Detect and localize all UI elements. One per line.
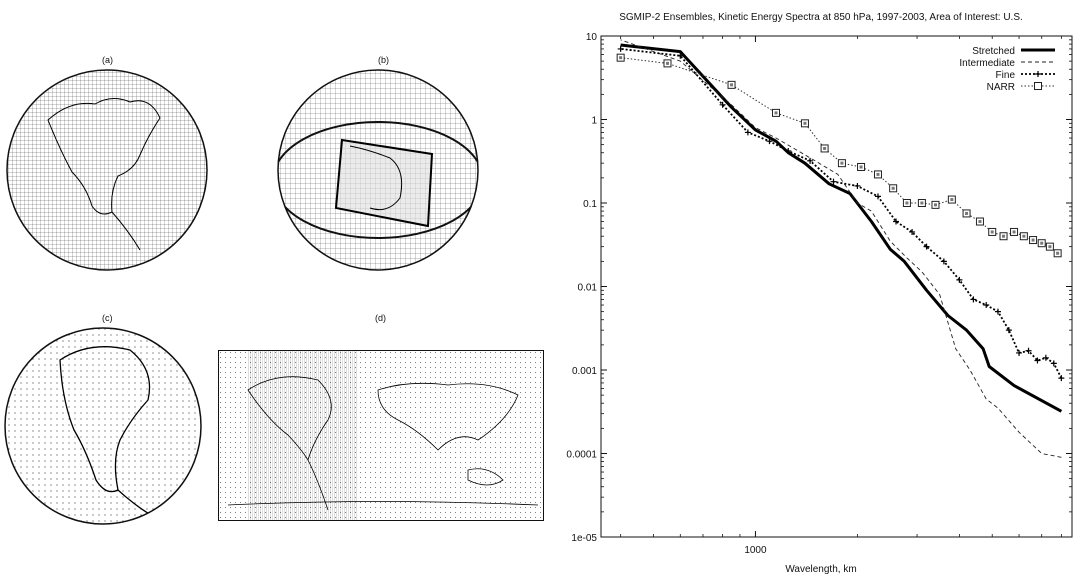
data-point-center: [891, 186, 895, 190]
legend-entry: NARR: [987, 82, 1055, 93]
data-point-center: [933, 203, 937, 207]
globe-map-a: [6, 69, 208, 271]
plot-frame: [600, 35, 1073, 538]
data-point-center: [1031, 238, 1035, 242]
data-point: [1050, 360, 1057, 367]
panel-b-label: (b): [378, 55, 389, 65]
y-tick-label: 0.0001: [566, 450, 597, 461]
data-point-center: [840, 161, 844, 165]
data-point: [1005, 327, 1012, 334]
data-point: [854, 182, 861, 189]
data-point-center: [1002, 234, 1006, 238]
data-point: [766, 138, 773, 145]
world-map-d: [218, 350, 544, 521]
data-point: [923, 243, 930, 250]
data-point-center: [990, 230, 994, 234]
series-intermediate: [620, 39, 1062, 458]
data-point: [893, 218, 900, 225]
series-line: [620, 43, 1063, 413]
y-axis: 10 1 0.1 0.01 0.001 0.0001 1e-05: [566, 32, 1072, 544]
y-tick-label: 1: [591, 116, 597, 127]
spectra-line-chart: SGMIP-2 Ensembles, Kinetic Energy Spectr…: [566, 12, 1073, 575]
series-narr: [616, 53, 1062, 258]
data-point-center: [920, 201, 924, 205]
legend-marker: [1035, 71, 1041, 77]
data-point: [983, 302, 990, 309]
data-point: [744, 129, 751, 136]
data-point-center: [823, 146, 827, 150]
data-point: [1034, 357, 1041, 364]
data-point: [1042, 354, 1049, 361]
data-point: [994, 308, 1001, 315]
data-point-center: [1022, 234, 1026, 238]
data-point-center: [1012, 230, 1016, 234]
data-point: [1025, 347, 1032, 354]
data-point: [909, 228, 916, 235]
data-point-center: [950, 198, 954, 202]
series-fine: [617, 45, 1065, 382]
legend-entry: Intermediate: [959, 58, 1055, 69]
legend-label: Intermediate: [959, 58, 1015, 69]
series-layer: [616, 39, 1065, 458]
data-point-center: [1040, 241, 1044, 245]
data-point-center: [730, 83, 734, 87]
data-point: [830, 178, 837, 185]
data-point-center: [859, 165, 863, 169]
data-point: [1016, 349, 1023, 356]
data-point-center: [876, 172, 880, 176]
y-tick-label: 1e-05: [571, 533, 597, 544]
legend-entry: Stretched: [972, 46, 1055, 57]
y-tick-label: 0.001: [572, 366, 597, 377]
data-point: [1058, 375, 1065, 382]
panel-a-label: (a): [102, 55, 113, 65]
legend-label: NARR: [987, 82, 1015, 93]
x-axis-title: Wavelength, km: [785, 564, 856, 575]
data-point-center: [774, 111, 778, 115]
panel-d-label: (d): [375, 313, 386, 323]
y-tick-label: 10: [586, 32, 598, 43]
data-point: [719, 101, 726, 108]
globe-map-c: [4, 327, 202, 525]
data-point: [970, 296, 977, 303]
data-point: [677, 52, 684, 59]
data-point-center: [905, 201, 909, 205]
data-point: [785, 147, 792, 154]
panel-c-label: (c): [102, 313, 113, 323]
legend-label: Fine: [996, 70, 1016, 81]
globe-map-b: [277, 69, 479, 271]
series-stretched: [620, 43, 1063, 413]
legend-label: Stretched: [972, 46, 1015, 57]
legend-entry: Fine: [996, 70, 1055, 81]
series-line: [620, 39, 1062, 458]
data-point: [940, 258, 947, 265]
data-point: [874, 193, 881, 200]
data-point: [617, 45, 624, 52]
chart-title: SGMIP-2 Ensembles, Kinetic Energy Spectr…: [619, 12, 1023, 23]
series-line: [620, 57, 1058, 254]
data-point-center: [803, 121, 807, 125]
data-point-center: [1056, 251, 1060, 255]
y-tick-label: 0.01: [578, 283, 598, 294]
data-point-center: [1048, 245, 1052, 249]
x-tick-label: 1000: [744, 545, 767, 556]
data-point-center: [978, 220, 982, 224]
data-point: [956, 276, 963, 283]
data-point-center: [665, 61, 669, 65]
data-point: [807, 157, 814, 164]
y-tick-label: 0.1: [583, 199, 597, 210]
data-point-center: [965, 211, 969, 215]
series-line: [620, 48, 1063, 379]
legend-marker: [1034, 82, 1042, 90]
x-axis: 1000: [620, 36, 1062, 556]
data-point-center: [619, 56, 623, 60]
